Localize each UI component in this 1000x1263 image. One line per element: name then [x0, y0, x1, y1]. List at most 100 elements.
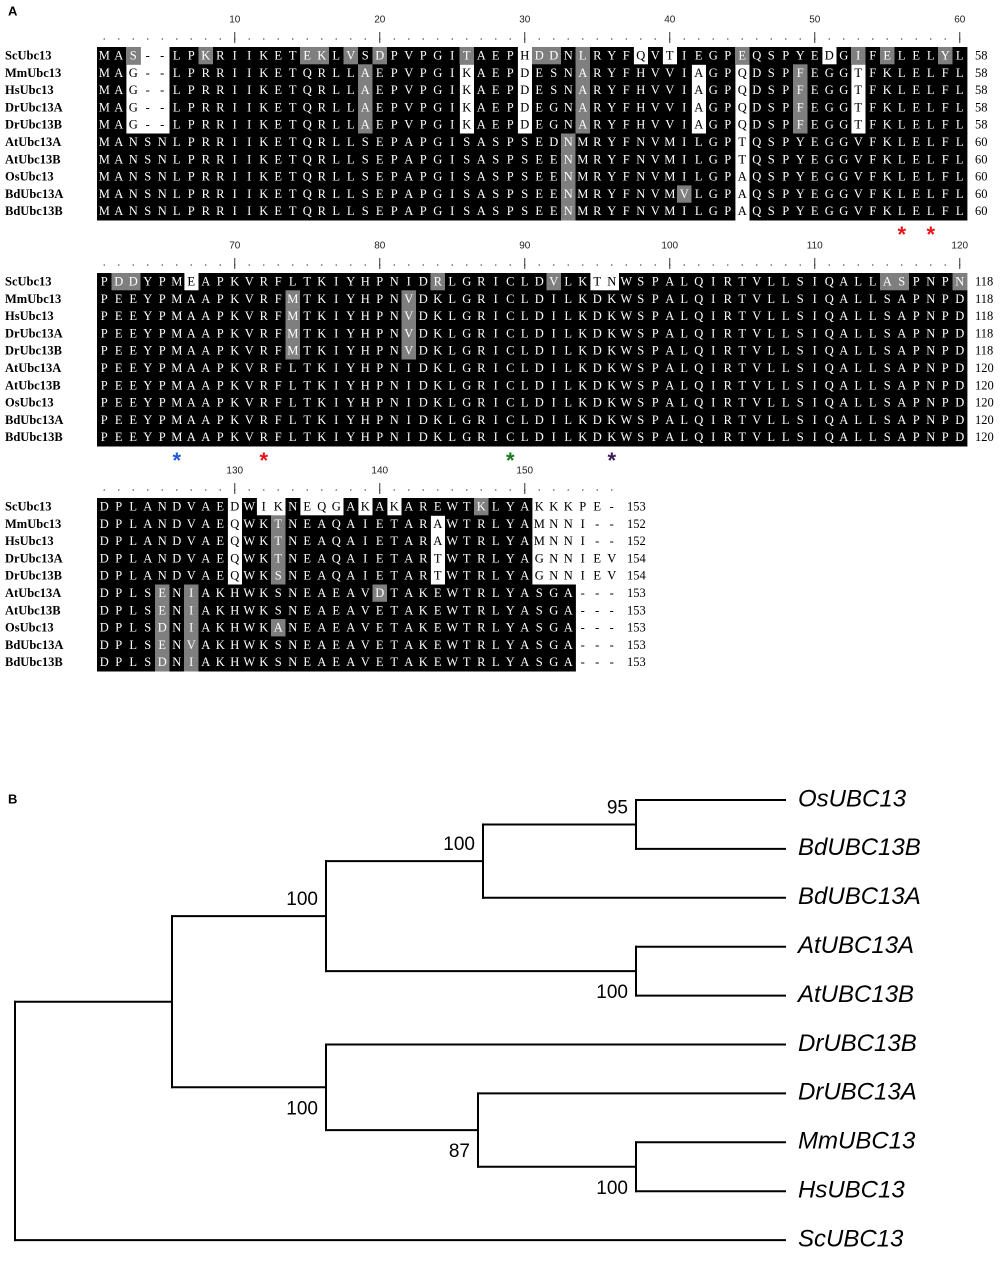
residue-shade [575, 185, 678, 204]
residue-shade [97, 307, 286, 326]
sequence-name: MmUbc13 [5, 292, 61, 306]
ruler-number: 20 [374, 15, 386, 26]
residue-count: 120 [975, 378, 994, 392]
ruler-dot [799, 38, 802, 40]
residue-count: 153 [627, 500, 646, 514]
residue-shade [358, 81, 373, 100]
residue-shade [561, 185, 576, 204]
residue-count: 152 [627, 534, 646, 548]
ruler-dot [567, 489, 570, 491]
residue-shade [474, 498, 489, 516]
ruler-dot [161, 489, 164, 491]
ruler-dot [494, 264, 497, 266]
residue-shade [749, 116, 794, 134]
residue-shade [97, 601, 156, 620]
ruler-dot [654, 38, 657, 40]
residue-shade [300, 307, 402, 326]
panel-label: A [8, 3, 18, 18]
ruler-dot [697, 38, 700, 40]
residue-shade [865, 81, 968, 100]
ruler-dot [726, 38, 729, 40]
sequence-name: DrUbc13B [5, 344, 62, 358]
residue-shade [416, 342, 968, 360]
sequence-name: ScUbc13 [5, 275, 52, 289]
ruler-dot [494, 38, 497, 40]
residue-shade [807, 98, 852, 117]
residue-shade [532, 98, 576, 117]
residue-shade [416, 290, 968, 309]
residue-shade [590, 98, 692, 117]
leaf-label: DrUBC13A [798, 1079, 917, 1106]
residue-count: 154 [627, 551, 647, 565]
residue-shade [97, 185, 562, 204]
residue-shade [285, 619, 576, 637]
residue-shade [271, 619, 286, 637]
residue-shade [474, 64, 518, 83]
ruler-dot [364, 38, 367, 40]
ruler-dot [364, 489, 367, 491]
sequence-name: BdUbc13B [5, 655, 63, 669]
residue-count: 118 [975, 344, 993, 358]
residue-shade [271, 515, 286, 534]
residue-shade [97, 376, 968, 395]
residue-count: 118 [975, 326, 993, 340]
residue-count: 120 [975, 361, 994, 375]
bootstrap: 100 [286, 1098, 318, 1119]
ruler-dot [784, 264, 787, 266]
residue-shade [372, 498, 388, 516]
ruler-dot [610, 264, 613, 266]
residue-count: 58 [975, 66, 988, 80]
residue-shade [97, 150, 562, 169]
residue-shade [561, 150, 576, 169]
ruler-dot [306, 264, 309, 266]
ruler-dot [422, 264, 425, 266]
residue-shade [880, 47, 895, 65]
residue-shade [300, 47, 330, 65]
residue-shade [445, 515, 533, 534]
ruler-dot [407, 38, 410, 40]
site-marker: * [607, 448, 616, 473]
ruler-dot [146, 489, 149, 491]
leaf-label: BdUBC13A [798, 883, 921, 910]
residue-shade [271, 549, 286, 568]
residue-shade [952, 47, 968, 65]
ruler-number: 150 [516, 466, 533, 477]
residue-count: 118 [975, 275, 993, 289]
residue-shade [807, 81, 852, 100]
residue-shade [575, 168, 736, 186]
residue-shade [575, 116, 591, 134]
residue-shade [184, 619, 199, 637]
ruler-dot [175, 38, 178, 40]
residue-count: 152 [627, 517, 646, 531]
ruler-number: 120 [951, 241, 968, 252]
ruler-dot [654, 264, 657, 266]
ruler-number: 100 [661, 241, 678, 252]
residue-count: 120 [975, 396, 994, 410]
residue-shade [285, 515, 431, 534]
sequence-name: OsUbc13 [5, 621, 54, 635]
residue-shade [155, 601, 170, 620]
residue-shade [445, 273, 547, 291]
residue-shade [749, 133, 968, 152]
residue-shade [169, 81, 359, 100]
ruler-dot [175, 489, 178, 491]
bootstrap: 100 [443, 834, 475, 855]
residue-shade [97, 290, 286, 309]
ruler-dot [393, 489, 396, 491]
ruler-dot [132, 38, 135, 40]
leaf-label: OsUBC13 [798, 785, 907, 812]
residue-count: 58 [975, 83, 988, 97]
sequence-name: DrUbc13A [5, 326, 63, 340]
ruler-dot [277, 38, 280, 40]
residue-shade [430, 273, 446, 291]
residue-shade [372, 584, 388, 603]
ruler-dot [204, 489, 207, 491]
ruler-dot [581, 489, 584, 491]
ruler-number: 80 [374, 241, 386, 252]
ruler-dot [596, 264, 599, 266]
residue-shade [97, 653, 156, 672]
residue-shade [865, 47, 881, 65]
residue-shade [749, 81, 794, 100]
ruler-dot [828, 38, 831, 40]
